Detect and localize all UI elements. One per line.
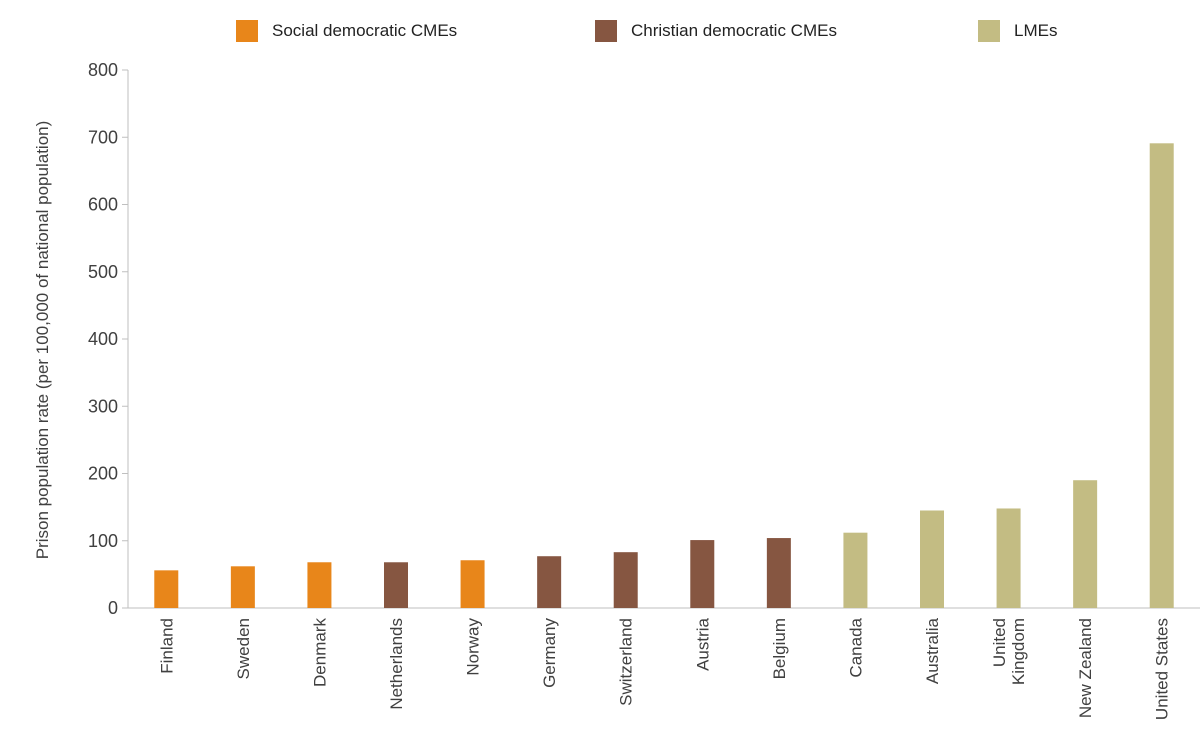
x-tick-label: Denmark xyxy=(310,618,329,687)
x-tick-label-line: Sweden xyxy=(234,618,253,679)
bar-australia xyxy=(920,510,944,608)
x-tick-label: Canada xyxy=(846,617,865,677)
bar-norway xyxy=(460,560,485,608)
x-tick-label: Australia xyxy=(923,617,942,684)
bar-canada xyxy=(843,532,868,608)
bar-united-states xyxy=(1149,143,1174,609)
y-tick-label: 100 xyxy=(88,531,118,551)
x-tick-label-line: Finland xyxy=(157,618,176,674)
bar-new-zealand xyxy=(1073,480,1098,608)
y-tick-label: 400 xyxy=(88,329,118,349)
x-tick-label: Netherlands xyxy=(387,618,406,710)
x-tick-label-line: Kingdom xyxy=(1009,618,1028,685)
x-tick-label: Finland xyxy=(157,618,176,674)
x-tick-label-line: Switzerland xyxy=(617,618,636,706)
legend-swatch-lmes xyxy=(978,20,1000,42)
bar-germany xyxy=(537,556,562,608)
x-tick-label: New Zealand xyxy=(1076,618,1095,718)
y-tick-label: 300 xyxy=(88,396,118,416)
x-tick-label: Belgium xyxy=(770,618,789,679)
x-tick-label: United States xyxy=(1153,618,1172,720)
x-tick-label: Germany xyxy=(540,618,559,688)
bar-denmark xyxy=(307,562,332,608)
x-tick-label-line: Denmark xyxy=(310,618,329,687)
legend-item-lmes: LMEs xyxy=(978,20,1057,42)
x-tick-label-line: Norway xyxy=(464,618,483,676)
y-tick-label: 800 xyxy=(88,60,118,80)
y-tick-label: 600 xyxy=(88,195,118,215)
x-tick-label-line: New Zealand xyxy=(1076,618,1095,718)
x-tick-label-line: United States xyxy=(1153,618,1172,720)
bar-united-kingdom xyxy=(996,508,1021,608)
legend-label-lmes: LMEs xyxy=(1014,21,1058,40)
bar-belgium xyxy=(766,538,791,608)
chart-legend: Social democratic CMEs Christian democra… xyxy=(0,20,1201,50)
legend-label-social-democratic: Social democratic CMEs xyxy=(272,21,458,40)
x-tick-label-line: Germany xyxy=(540,618,559,688)
y-tick-label: 0 xyxy=(108,598,118,618)
y-tick-label: 500 xyxy=(88,262,118,282)
x-tick-label: Austria xyxy=(693,617,712,670)
x-tick-label-line: Netherlands xyxy=(387,618,406,710)
bar-austria xyxy=(690,540,715,608)
legend-label-christian-democratic: Christian democratic CMEs xyxy=(631,21,837,40)
x-tick-label: Norway xyxy=(464,618,483,676)
x-tick-label-line: United xyxy=(990,618,1009,667)
legend-item-social-democratic: Social democratic CMEs xyxy=(236,20,457,42)
legend-swatch-social-democratic xyxy=(236,20,258,42)
x-tick-label: Sweden xyxy=(234,618,253,679)
x-tick-label: United Kingdom xyxy=(990,618,1028,685)
bar-sweden xyxy=(230,566,255,608)
x-tick-label-line: Belgium xyxy=(770,618,789,679)
bar-switzerland xyxy=(613,552,638,608)
y-axis-label: Prison population rate (per 100,000 of n… xyxy=(33,121,52,560)
bar-netherlands xyxy=(384,562,408,608)
y-tick-label: 200 xyxy=(88,464,118,484)
x-tick-label-line: Austria xyxy=(693,617,712,670)
x-tick-label-line: Canada xyxy=(846,617,865,677)
x-tick-label: Switzerland xyxy=(617,618,636,706)
legend-swatch-christian-democratic xyxy=(595,20,617,42)
x-tick-label-line: Australia xyxy=(923,617,942,684)
bar-finland xyxy=(154,570,179,608)
y-tick-label: 700 xyxy=(88,127,118,147)
legend-item-christian-democratic: Christian democratic CMEs xyxy=(595,20,837,42)
